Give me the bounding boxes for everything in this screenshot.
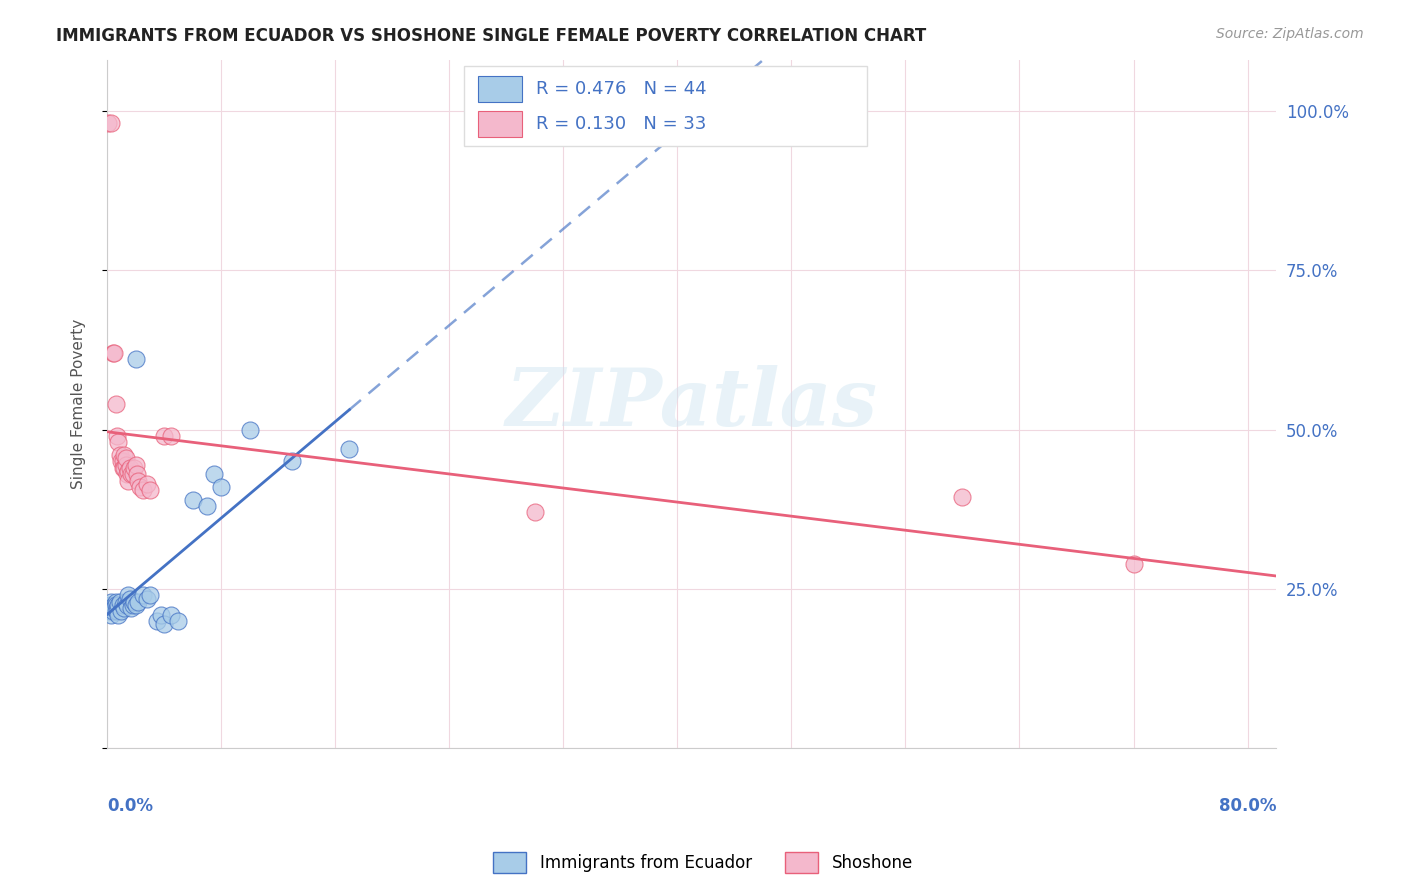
Text: ZIPatlas: ZIPatlas <box>506 366 877 442</box>
Point <box>124 458 146 472</box>
Point <box>120 467 142 482</box>
Point <box>103 601 125 615</box>
Point <box>105 601 128 615</box>
Point <box>121 598 143 612</box>
Point <box>153 617 176 632</box>
Point <box>195 499 218 513</box>
Point <box>107 435 129 450</box>
Point <box>160 429 183 443</box>
Point <box>181 492 204 507</box>
Point <box>111 598 134 612</box>
Point <box>952 490 974 504</box>
Point <box>101 346 124 360</box>
Point <box>281 454 304 468</box>
Point <box>105 429 128 443</box>
Text: 80.0%: 80.0% <box>1219 797 1277 814</box>
Point <box>160 607 183 622</box>
Y-axis label: Single Female Poverty: Single Female Poverty <box>72 319 86 489</box>
Point <box>209 480 232 494</box>
Point <box>127 474 149 488</box>
Point <box>523 506 546 520</box>
Text: IMMIGRANTS FROM ECUADOR VS SHOSHONE SINGLE FEMALE POVERTY CORRELATION CHART: IMMIGRANTS FROM ECUADOR VS SHOSHONE SING… <box>56 27 927 45</box>
Point <box>122 595 145 609</box>
Point <box>98 604 121 618</box>
Point <box>110 604 132 618</box>
Point <box>100 116 122 130</box>
Point <box>108 595 131 609</box>
Text: 0.0%: 0.0% <box>107 797 153 814</box>
Point <box>97 116 120 130</box>
Point <box>101 601 124 615</box>
Point <box>104 598 127 612</box>
Point <box>118 591 141 606</box>
Point <box>111 454 134 468</box>
Point <box>108 448 131 462</box>
FancyBboxPatch shape <box>478 76 522 103</box>
FancyBboxPatch shape <box>464 67 868 145</box>
Point <box>100 595 122 609</box>
FancyBboxPatch shape <box>478 112 522 137</box>
Point <box>114 451 136 466</box>
Point <box>132 483 155 497</box>
Point <box>100 607 122 622</box>
Text: Source: ZipAtlas.com: Source: ZipAtlas.com <box>1216 27 1364 41</box>
Point <box>117 464 139 478</box>
Point <box>150 607 173 622</box>
Point <box>128 480 150 494</box>
Point <box>1122 557 1144 571</box>
Point <box>114 458 136 472</box>
Point <box>115 598 138 612</box>
Point <box>117 588 139 602</box>
Point <box>101 604 124 618</box>
Point <box>136 476 159 491</box>
Point <box>103 598 125 612</box>
Point <box>104 595 127 609</box>
Point <box>120 601 142 615</box>
Point <box>124 598 146 612</box>
Text: R = 0.130   N = 33: R = 0.130 N = 33 <box>536 115 706 134</box>
Point <box>111 460 134 475</box>
Point <box>112 601 135 615</box>
Point <box>97 601 120 615</box>
Point <box>112 460 135 475</box>
Point <box>167 614 190 628</box>
Point <box>117 474 139 488</box>
Point <box>136 591 159 606</box>
Point <box>114 595 136 609</box>
Point <box>125 467 148 482</box>
Point <box>105 604 128 618</box>
Point <box>139 483 162 497</box>
Point <box>107 598 129 612</box>
Point <box>127 595 149 609</box>
Point <box>118 460 141 475</box>
Point <box>112 448 135 462</box>
Legend: Immigrants from Ecuador, Shoshone: Immigrants from Ecuador, Shoshone <box>486 846 920 880</box>
Point <box>104 397 127 411</box>
Point <box>122 460 145 475</box>
Point <box>139 588 162 602</box>
Point <box>98 598 121 612</box>
Point <box>110 454 132 468</box>
Point <box>153 429 176 443</box>
Point <box>121 467 143 482</box>
Point <box>202 467 225 482</box>
Text: R = 0.476   N = 44: R = 0.476 N = 44 <box>536 80 707 98</box>
Point <box>132 588 155 602</box>
Point <box>339 442 361 456</box>
Point <box>239 423 262 437</box>
Point <box>107 607 129 622</box>
Point <box>103 346 125 360</box>
Point <box>124 352 146 367</box>
Point <box>115 467 138 482</box>
Point <box>146 614 169 628</box>
